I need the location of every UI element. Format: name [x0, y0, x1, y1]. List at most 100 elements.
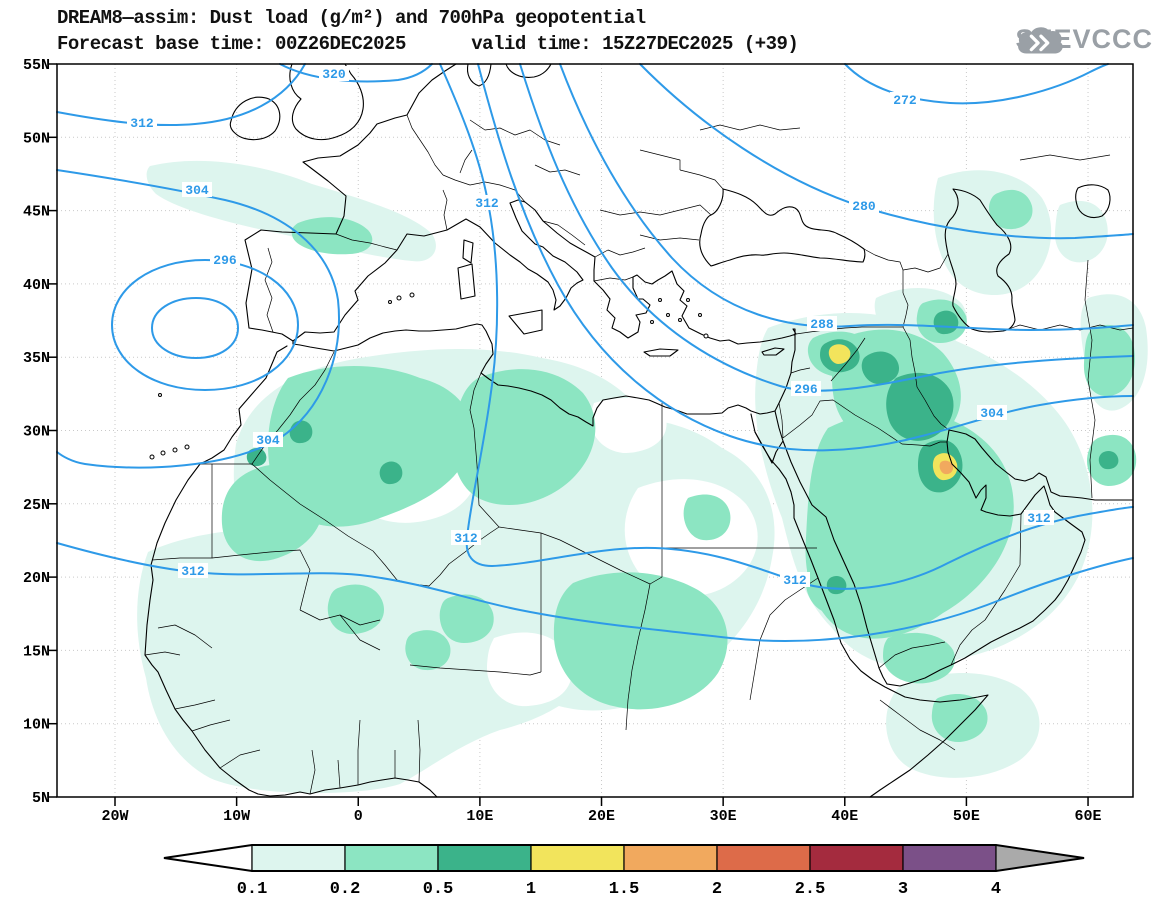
lon-tick-label: 30E [710, 808, 737, 825]
lon-tick-label: 10W [223, 808, 250, 825]
country-border [372, 526, 500, 587]
coastline-layer [144, 63, 1134, 798]
coastline [158, 393, 162, 397]
lon-tick-label: 0 [354, 808, 363, 825]
coastline [396, 295, 402, 301]
country-border [542, 220, 586, 246]
country-border [339, 614, 381, 651]
country-border [337, 759, 341, 789]
colorbar-tick-label: 1 [526, 880, 536, 899]
country-border [144, 651, 181, 656]
coastline [184, 444, 190, 450]
country-border [778, 402, 784, 439]
contour-label-mask [1024, 510, 1054, 525]
contour-label-mask [253, 432, 283, 447]
country-border [902, 292, 909, 328]
dust-region [826, 575, 847, 595]
colorbar-tick-label: 0.5 [423, 880, 454, 899]
contour-label: 280 [852, 199, 876, 214]
dust-region [405, 630, 451, 671]
geopotential-contour [477, 63, 1134, 452]
country-border [950, 513, 1022, 666]
coastline [466, 63, 492, 87]
contour-label: 312 [783, 573, 807, 588]
dust-region [146, 160, 436, 262]
colorbar-tick-label: 3 [898, 880, 908, 899]
colorbar-arrow-right [995, 844, 1085, 872]
dust-region [828, 344, 851, 364]
coastline [678, 318, 682, 322]
contour-label: 320 [322, 67, 346, 82]
lon-tick-label: 50E [953, 808, 980, 825]
contour-label-mask [472, 195, 502, 210]
colorbar-tick-label: 4 [991, 880, 1001, 899]
geopotential-contour [639, 63, 1134, 240]
geopotential-contour [559, 63, 1134, 332]
country-border [593, 276, 634, 282]
colorbar-segment [809, 844, 904, 872]
contour-labels-layer: 320 312 304 296 312 272 280 288 296 304 312 304 312 3… [127, 66, 1054, 588]
plot-title: DREAM8—assim: Dust load (g/m²) and 700hP… [57, 7, 646, 29]
colorbar-segment [716, 844, 811, 872]
colorbar-tick-label: 1.5 [609, 880, 640, 899]
country-border [594, 247, 646, 258]
coastline [409, 292, 415, 298]
contour-label: 304 [980, 406, 1004, 421]
plot-subtitle: Forecast base time: 00Z26DEC2025 valid t… [57, 33, 799, 55]
country-border [782, 399, 947, 447]
coastline [149, 454, 155, 460]
lon-tick-label: 10E [466, 808, 493, 825]
coastline [1075, 184, 1111, 219]
lat-tick-label: 45N [23, 204, 50, 221]
geopotential-contour [150, 296, 240, 360]
country-border [1002, 324, 1134, 332]
country-border [902, 253, 949, 273]
lon-tick-label: 40E [831, 808, 858, 825]
country-border [357, 719, 361, 785]
lat-tick-label: 15N [23, 643, 50, 660]
contour-label: 312 [454, 531, 478, 546]
coastline [703, 333, 709, 339]
coastline [505, 63, 552, 78]
colorbar-segment [530, 844, 625, 872]
contour-label-mask [977, 405, 1007, 420]
dust-region [886, 372, 954, 441]
coastline [698, 313, 702, 317]
colorbar-tick-label: 0.2 [330, 880, 361, 899]
dust-region [1098, 450, 1119, 470]
dust-region [939, 460, 954, 475]
coastline [754, 431, 989, 798]
coastline [886, 429, 1086, 687]
contour-label: 304 [256, 433, 280, 448]
country-border [409, 664, 542, 676]
country-border [417, 719, 421, 783]
colorbar: 0.1 0.2 0.5 1 1.5 2 2.5 3 4 [163, 844, 1085, 899]
dust-region [1054, 200, 1108, 263]
country-border [879, 699, 956, 751]
coastline [144, 345, 438, 798]
country-border [473, 427, 500, 528]
coastline [761, 347, 785, 356]
coastline [944, 188, 1016, 333]
dust-region [933, 310, 959, 335]
dust-region [933, 170, 1052, 295]
dust-region [327, 584, 385, 635]
coastline [289, 63, 364, 141]
country-border [878, 641, 946, 669]
country-border [157, 624, 213, 649]
country-border [174, 699, 216, 710]
lon-tick-label: 20W [101, 808, 128, 825]
lat-tick-label: 30N [23, 424, 50, 441]
country-border [309, 749, 316, 795]
dust-shading-layer [137, 160, 1148, 794]
colorbar-arrow-left [163, 844, 253, 872]
country-border [699, 124, 801, 131]
coastline [948, 429, 1134, 501]
coastline [699, 188, 866, 267]
contour-label-mask [451, 530, 481, 545]
lat-tick-label: 40N [23, 277, 50, 294]
contour-label-mask [127, 115, 157, 130]
colorbar-segment [437, 844, 532, 872]
geopotential-contour [110, 258, 300, 392]
